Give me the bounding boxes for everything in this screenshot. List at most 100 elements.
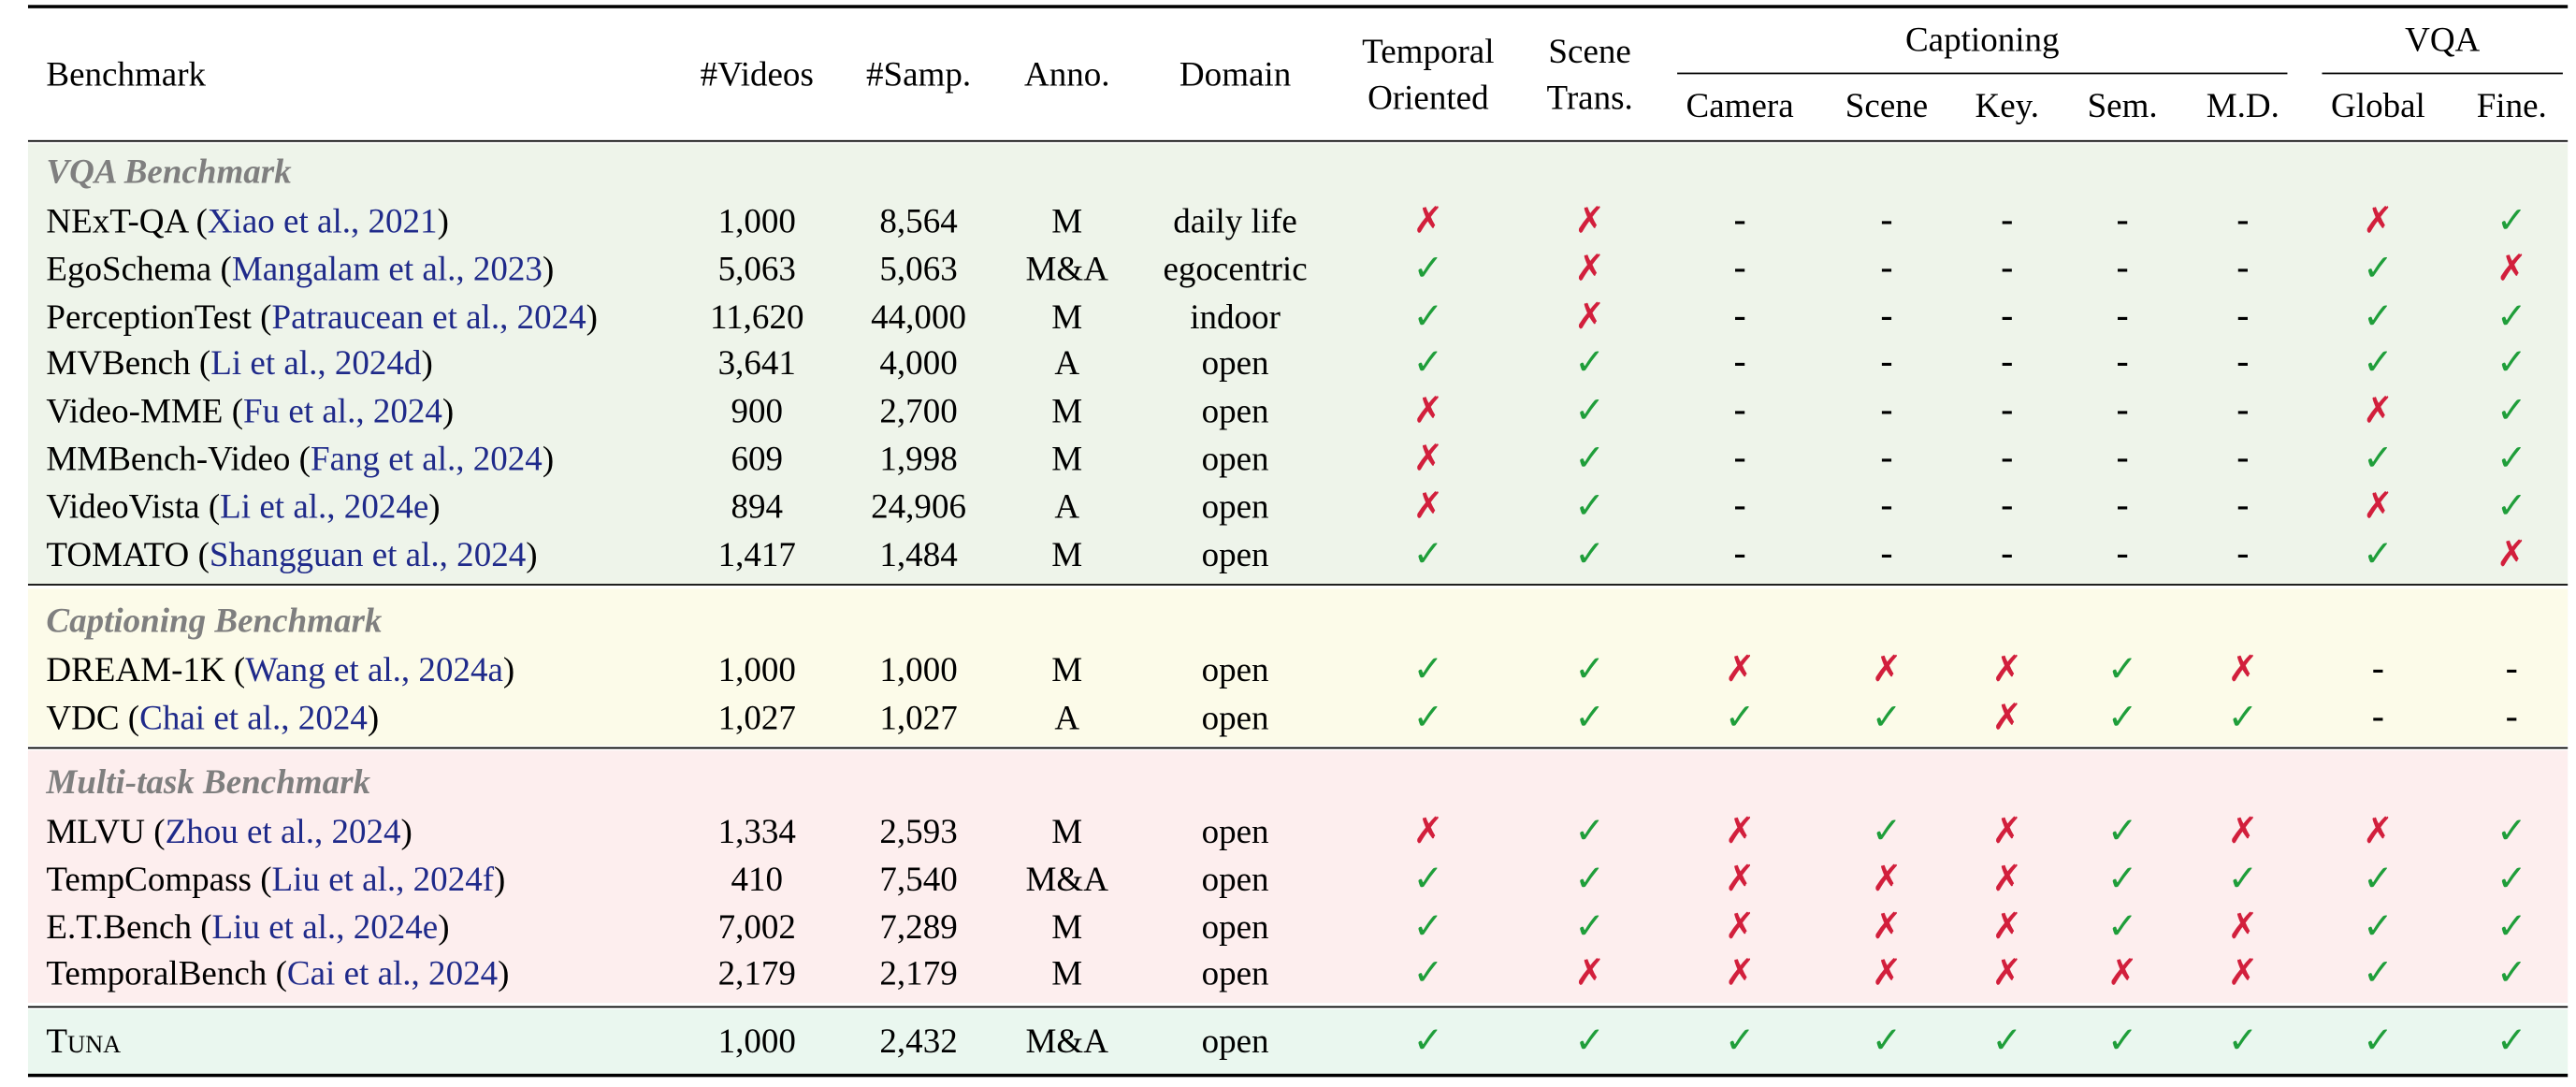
citation-link[interactable]: Shangguan et al., 2024 (209, 533, 527, 573)
section-title-vqa: VQA Benchmark (46, 152, 292, 192)
row-fine-cell: ✗ (2454, 530, 2569, 578)
row-global-cell: - (2308, 694, 2447, 742)
header-global: Global (2331, 85, 2425, 125)
benchmark-name: PerceptionTest (46, 296, 252, 336)
check-icon: ✓ (2496, 1021, 2527, 1063)
cross-icon: ✗ (1724, 649, 1756, 691)
row-scene-cell: - (1820, 483, 1952, 530)
videos-cell: 1,417 (717, 533, 796, 573)
citation-link[interactable]: Fu et al., 2024 (243, 391, 442, 431)
row-camera-cell: - (1666, 388, 1815, 436)
dash-icon: - (1879, 201, 1894, 243)
citation-link[interactable]: Chai et al., 2024 (139, 697, 368, 737)
header-samples: #Samp. (865, 54, 972, 94)
videos-cell: 1,334 (717, 811, 796, 851)
row-fine-cell: ✓ (2454, 903, 2569, 950)
citation-link[interactable]: Fang et al., 2024 (310, 438, 543, 479)
citation-link[interactable]: Liu et al., 2024f (271, 859, 495, 899)
annotation-cell: M (1051, 953, 1083, 994)
row-temporal-oriented-cell: ✓ (1346, 530, 1511, 578)
row-camera-cell: ✗ (1666, 808, 1815, 856)
benchmark-cell: DREAM-1K (Wang et al., 2024a) (46, 649, 515, 689)
row-md-cell: - (2189, 483, 2297, 530)
check-icon: ✓ (1412, 1021, 1444, 1063)
dash-icon: - (1733, 296, 1747, 338)
annotation-cell: A (1054, 486, 1080, 527)
row-key-cell: - (1958, 388, 2057, 436)
header-md: M.D. (2206, 85, 2279, 125)
row-camera-cell: - (1666, 293, 1815, 341)
row-key-cell: - (1958, 483, 2057, 530)
domain-cell: open (1201, 859, 1269, 899)
citation-link[interactable]: Xiao et al., 2021 (207, 201, 438, 241)
row-key-cell: ✗ (1958, 856, 2057, 904)
row-camera-cell: ✗ (1666, 950, 1815, 998)
row-camera-cell: ✗ (1666, 856, 1815, 904)
captioning-group-underline (1677, 72, 2288, 75)
row-md-cell: - (2189, 388, 2297, 436)
cross-icon: ✗ (1412, 438, 1444, 481)
row-scene-cell: - (1820, 435, 1952, 483)
citation-link[interactable]: Patraucean et al., 2024 (271, 296, 586, 336)
row-camera-cell: ✗ (1666, 646, 1815, 694)
row-global-cell: - (2308, 646, 2447, 694)
cross-icon: ✗ (1724, 906, 1756, 949)
domain-cell: indoor (1190, 296, 1281, 336)
citation-link[interactable]: Li et al., 2024d (210, 343, 422, 384)
cross-icon: ✗ (1724, 811, 1756, 853)
check-icon: ✓ (1871, 811, 1903, 853)
samples-cell: 2,593 (879, 811, 958, 851)
benchmark-name: VDC (46, 697, 120, 737)
row-temporal-oriented-cell: ✓ (1346, 903, 1511, 950)
annotation-cell: M (1051, 533, 1083, 573)
samples-cell: 2,432 (879, 1021, 958, 1061)
dash-icon: - (2116, 248, 2130, 290)
top-rule (27, 5, 2569, 8)
tuna-row: Tuna 1,000 2,432 M&A open ✓ ✓ ✓ ✓ ✓ ✓ ✓ ✓ ✓ (0, 1018, 2576, 1065)
dash-icon: - (2000, 533, 2014, 575)
citation-link[interactable]: Zhou et al., 2024 (165, 811, 401, 851)
vqa-section-band (27, 143, 2569, 585)
citation-link[interactable]: Mangalam et al., 2023 (231, 248, 543, 289)
cross-icon: ✗ (1412, 391, 1444, 433)
citation-link[interactable]: Liu et al., 2024e (211, 906, 439, 947)
dash-icon: - (2236, 296, 2250, 338)
row-scene-trans-cell: ✓ (1524, 483, 1656, 530)
row-key-cell: - (1958, 293, 2057, 341)
check-icon: ✓ (1412, 859, 1444, 901)
benchmark-name: TempCompass (46, 859, 252, 899)
cross-icon: ✗ (2227, 906, 2259, 949)
citation-link[interactable]: Li et al., 2024e (220, 486, 429, 527)
check-icon: ✓ (1574, 533, 1605, 575)
check-icon: ✓ (2496, 391, 2527, 433)
row-md-cell: - (2189, 198, 2297, 246)
row-scene-trans-cell: ✓ (1524, 808, 1656, 856)
check-icon: ✓ (2496, 859, 2527, 901)
dash-icon: - (2116, 296, 2130, 338)
citation-link[interactable]: Cai et al., 2024 (286, 953, 499, 994)
section-title-multitask: Multi-task Benchmark (46, 761, 371, 802)
domain-cell: open (1201, 438, 1269, 479)
row-key-cell: - (1958, 435, 2057, 483)
row-fine-cell: ✓ (2454, 293, 2569, 341)
row-fine-cell: ✓ (2454, 198, 2569, 246)
tuna-temporal-oriented-cell: ✓ (1346, 1018, 1511, 1065)
benchmark-name: DREAM-1K (46, 649, 225, 689)
annotation-cell: M (1051, 906, 1083, 947)
row-sem-cell: - (2070, 293, 2176, 341)
row-key-cell: ✗ (1958, 646, 2057, 694)
check-icon: ✓ (2106, 811, 2138, 853)
row-key-cell: - (1958, 530, 2057, 578)
cross-icon: ✗ (2496, 248, 2527, 290)
samples-cell: 1,998 (879, 438, 958, 479)
cross-icon: ✗ (1991, 859, 2022, 901)
check-icon: ✓ (2363, 533, 2394, 575)
dash-icon: - (1733, 248, 1747, 290)
check-icon: ✓ (1724, 1021, 1756, 1063)
videos-cell: 7,002 (717, 906, 796, 947)
check-icon: ✓ (1412, 906, 1444, 949)
section-rule-1 (27, 584, 2569, 586)
check-icon: ✓ (2363, 343, 2394, 385)
citation-link[interactable]: Wang et al., 2024a (245, 649, 503, 689)
